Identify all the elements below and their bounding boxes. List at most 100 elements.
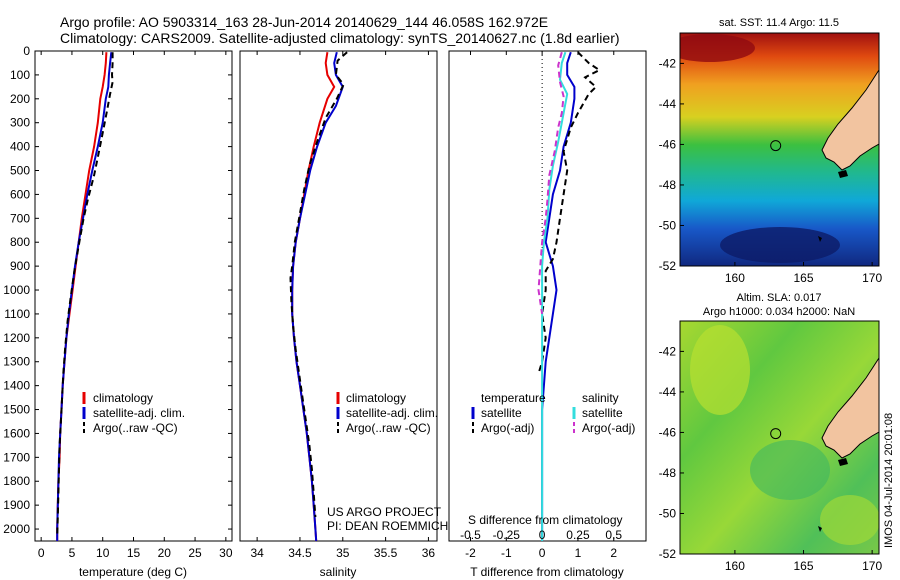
difference-xlabel: T difference from climatology: [470, 565, 624, 579]
sla-landmass: [821, 357, 879, 459]
sla-map-panel: Altim. SLA: 0.017 Argo h1000: 0.034 h200…: [659, 292, 883, 573]
map-y-tick-label: -48: [659, 178, 677, 192]
salinity-xlabel: salinity: [320, 565, 357, 579]
depth-tick-label: 500: [10, 164, 30, 178]
map-y-tick-label: -52: [659, 547, 677, 561]
depth-tick-label: 700: [10, 211, 30, 225]
sst-island: [838, 170, 848, 178]
salinity-legend: climatology satellite-adj. clim. Argo(..…: [336, 391, 438, 435]
map-x-tick-label: 170: [862, 271, 882, 285]
s-diff-tick-label: -0.25: [493, 528, 521, 542]
sla-map-axes: 160 165 170 -42 -44 -46 -48 -50 -52: [659, 344, 883, 573]
x-tick-label: 10: [96, 546, 110, 560]
map-y-tick-label: -48: [659, 466, 677, 480]
series-line-argo-raw-qc-: [56, 52, 114, 537]
salinity-x-axis: 34 34.5 35 35.5 36: [250, 51, 435, 560]
depth-tick-label: 300: [10, 116, 30, 130]
depth-tick-label: 0: [23, 44, 30, 58]
sst-warm-patch: [680, 34, 755, 62]
depth-tick-label: 1800: [3, 474, 30, 488]
legend-label-climatology: climatology: [346, 391, 406, 405]
x-tick-label: -2: [465, 546, 476, 560]
series-line-satellite-adj-clim-: [291, 51, 344, 542]
temperature-series: [56, 52, 114, 541]
legend-label-satellite: satellite-adj. clim.: [346, 406, 438, 420]
sla-map-frame: [679, 320, 880, 555]
depth-tick-label: 1300: [3, 355, 30, 369]
depth-tick-label: 400: [10, 140, 30, 154]
x-tick-label: 0: [539, 546, 546, 560]
depth-tick-label: 1200: [3, 331, 30, 345]
sla-island: [838, 458, 848, 466]
x-tick-label: 0: [38, 546, 45, 560]
x-tick-label: 25: [188, 546, 202, 560]
sst-map-panel: sat. SST: 11.4 Argo: 11.5 160 165 170 -42 -4…: [659, 17, 883, 285]
map-y-tick-label: -46: [659, 137, 677, 151]
x-tick-label: 35: [336, 546, 350, 560]
x-tick-label: 2: [610, 546, 617, 560]
sst-map-frame: [679, 32, 880, 267]
depth-tick-label: 1500: [3, 403, 30, 417]
sst-map-title: sat. SST: 11.4 Argo: 11.5: [719, 17, 839, 29]
temperature-panel: 0100200300400500600700800900100011001200…: [3, 44, 646, 579]
depth-tick-label: 1900: [3, 498, 30, 512]
map-y-tick-label: -44: [659, 97, 677, 111]
x-tick-label: 20: [158, 546, 172, 560]
legend-label-argo: Argo(..raw -QC): [93, 421, 178, 435]
map-x-tick-label: 170: [862, 559, 882, 573]
project-line1: US ARGO PROJECT: [327, 505, 442, 519]
salinity-axes: [239, 50, 438, 542]
difference-x-axis: -2 -1 0 1 2: [465, 51, 617, 560]
map-y-tick-label: -52: [659, 259, 677, 273]
project-line2: PI: DEAN ROEMMICH: [327, 519, 448, 533]
x-tick-label: 15: [127, 546, 141, 560]
legend-label-t-satellite: satellite: [481, 406, 522, 420]
difference-axes: [448, 50, 647, 542]
depth-tick-label: 1600: [3, 426, 30, 440]
depth-tick-label: 1700: [3, 450, 30, 464]
map-y-tick-label: -42: [659, 56, 677, 70]
salinity-series: [289, 51, 348, 542]
map-y-tick-label: -50: [659, 218, 677, 232]
legend-label-s-argo: Argo(-adj): [582, 421, 635, 435]
sla-high-patch: [690, 325, 750, 415]
depth-tick-label: 200: [10, 92, 30, 106]
sst-map-axes: 160 165 170 -42 -44 -46 -48 -50 -52: [659, 56, 883, 285]
map-y-tick-label: -42: [659, 344, 677, 358]
legend-label-t-argo: Argo(-adj): [481, 421, 534, 435]
depth-tick-label: 100: [10, 68, 30, 82]
s-difference-xlabel: S difference from climatology: [468, 513, 623, 527]
figure-title-line1: Argo profile: AO 5903314_163 28-Jun-2014…: [60, 14, 548, 30]
x-tick-label: 5: [69, 546, 76, 560]
x-tick-label: 30: [219, 546, 233, 560]
map-y-tick-label: -46: [659, 425, 677, 439]
series-line-salinity-satellite: [541, 51, 569, 541]
difference-series: [537, 51, 602, 541]
legend-header-temperature: temperature: [481, 391, 546, 405]
s-diff-tick-label: 0.5: [605, 528, 622, 542]
depth-tick-label: 2000: [3, 522, 30, 536]
sst-argo-marker: [770, 140, 782, 152]
imos-watermark: IMOS 04-Jul-2014 20:01:08: [883, 413, 895, 548]
legend-label-argo: Argo(..raw -QC): [346, 421, 431, 435]
x-tick-label: 36: [422, 546, 436, 560]
x-tick-label: 35.5: [374, 546, 398, 560]
depth-tick-label: 1400: [3, 379, 30, 393]
s-difference-tick-labels: -0.5 -0.25 0 0.25 0.5: [460, 528, 622, 542]
depth-tick-label: 1100: [4, 307, 30, 321]
map-y-tick-label: -44: [659, 385, 677, 399]
temperature-xlabel: temperature (deg C): [79, 565, 187, 579]
sla-map-title: Altim. SLA: 0.017: [737, 292, 822, 304]
x-tick-label: 34: [250, 546, 264, 560]
x-tick-label: -1: [501, 546, 512, 560]
x-tick-label: 34.5: [288, 546, 312, 560]
depth-tick-label: 600: [10, 187, 30, 201]
s-diff-tick-label: -0.5: [460, 528, 481, 542]
series-line-argo-raw-qc-: [289, 51, 348, 518]
s-diff-tick-label: 0: [539, 528, 546, 542]
map-x-tick-label: 160: [725, 559, 745, 573]
sla-map-subtitle: Argo h1000: 0.034 h2000: NaN: [703, 306, 855, 318]
series-line-salinity-argo-adj-: [537, 51, 565, 315]
sla-argo-marker: [770, 428, 782, 440]
sla-island-south: [818, 526, 822, 532]
